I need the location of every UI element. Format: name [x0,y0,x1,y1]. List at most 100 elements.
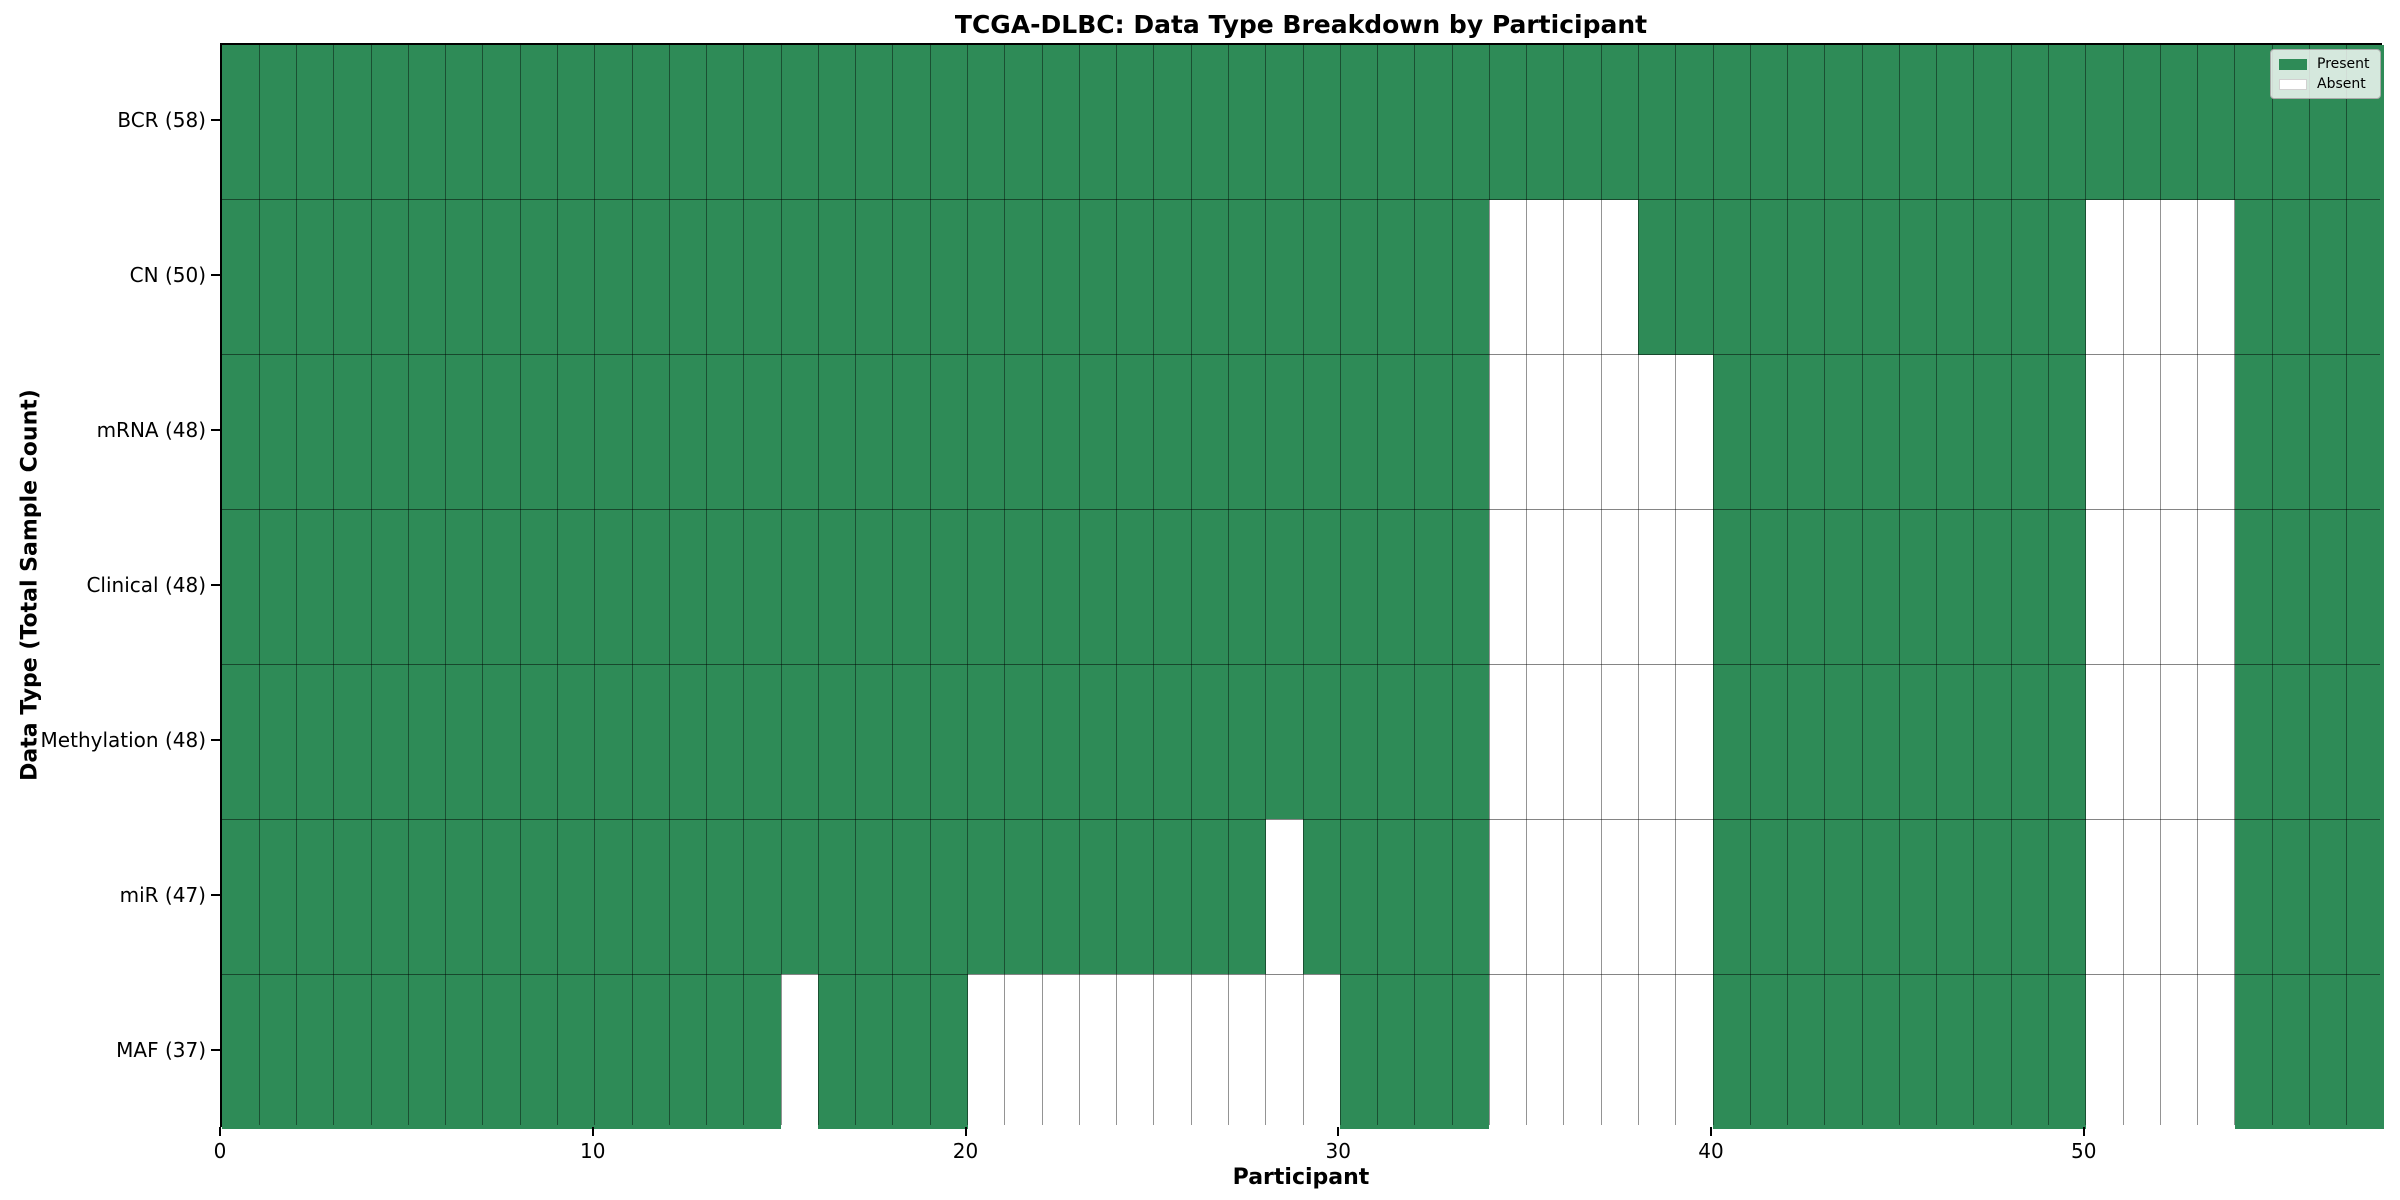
heatmap-cell [296,509,335,665]
heatmap-cell [1303,199,1341,356]
heatmap-cell [445,819,484,975]
heatmap-cell [1713,199,1751,356]
heatmap-cell [1377,664,1416,820]
heatmap-cell [2272,664,2310,820]
cell-border-vertical [445,45,447,1125]
heatmap-cell [1899,199,1938,356]
heatmap-cell [1340,354,1379,511]
heatmap-cell [1377,974,1416,1130]
heatmap-cell [1750,354,1789,511]
heatmap-cell [2272,509,2310,665]
heatmap-cell [222,509,260,665]
heatmap-cell [1265,354,1304,511]
heatmap-cell [2123,819,2161,975]
heatmap-cell [1638,509,1677,665]
heatmap-cell [1340,509,1379,665]
heatmap-cell [2234,819,2273,975]
heatmap-cell [445,199,484,356]
heatmap-cell [1265,819,1304,975]
heatmap-cell [1079,819,1118,975]
heatmap-cell [706,974,745,1130]
cell-border-vertical [1936,45,1938,1125]
heatmap-cell [2085,199,2124,356]
heatmap-cell [1862,664,1900,820]
heatmap-cell [1675,354,1714,511]
heatmap-cell [669,509,708,665]
heatmap-cell [818,509,857,665]
heatmap-cell [2123,974,2161,1130]
heatmap-cell [669,354,708,511]
heatmap-cell [482,199,521,356]
heatmap-cell [445,509,484,665]
cell-border-horizontal [222,509,2380,511]
cell-border-vertical [1265,45,1267,1125]
heatmap-cell [557,819,596,975]
heatmap-cell [520,819,558,975]
heatmap-cell [1787,509,1826,665]
heatmap-cell [1116,974,1155,1130]
cell-border-vertical [1824,45,1826,1125]
heatmap-cell [1153,199,1192,356]
cell-border-vertical [706,45,708,1125]
heatmap-cell [445,45,484,201]
heatmap-cell [371,974,409,1130]
heatmap-cell [1601,45,1639,201]
heatmap-cell [2048,199,2087,356]
heatmap-cell [1489,509,1528,665]
heatmap-cell [2123,354,2161,511]
heatmap-cell [1265,509,1304,665]
cell-border-vertical [817,45,819,1125]
heatmap-cell [2123,199,2161,356]
heatmap-cell [743,354,782,511]
heatmap-cell [259,664,298,820]
heatmap-cell [222,354,260,511]
heatmap-cell [1414,819,1453,975]
heatmap-cell [1414,354,1453,511]
heatmap-cell [1004,664,1043,820]
heatmap-cell [1787,199,1826,356]
heatmap-cell [2160,199,2199,356]
heatmap-cell [1973,199,2012,356]
x-tick-label: 0 [213,1139,227,1163]
cell-border-vertical [631,45,633,1125]
heatmap-cell [1862,45,1900,201]
heatmap-cell [1452,354,1490,511]
heatmap-cell [594,199,633,356]
heatmap-cell [706,354,745,511]
heatmap-cell [1153,664,1192,820]
heatmap-cell [1414,199,1453,356]
heatmap-cell [892,45,931,201]
heatmap-cell [1489,199,1528,356]
y-tick-mark [211,429,220,432]
heatmap-cell [1713,664,1751,820]
heatmap-cell [1601,199,1639,356]
heatmap-cell [259,199,298,356]
heatmap-cell [1452,45,1490,201]
cell-border-vertical [2271,45,2273,1125]
cell-border-vertical [2122,45,2124,1125]
heatmap-cell [371,354,409,511]
heatmap-cell [2197,45,2236,201]
heatmap-cell [557,509,596,665]
cell-border-vertical [892,45,894,1125]
heatmap-cell [2011,45,2049,201]
heatmap-cell [1713,974,1751,1130]
heatmap-cell [632,974,670,1130]
heatmap-cell [2011,664,2049,820]
heatmap-cell [743,199,782,356]
heatmap-cell [296,199,335,356]
heatmap-cell [333,199,372,356]
heatmap-cell [818,974,857,1130]
heatmap-cell [2346,354,2385,511]
x-tick-mark [1710,1127,1713,1136]
heatmap-cell [1004,974,1043,1130]
heatmap-cell [2011,974,2049,1130]
heatmap-cell [2160,45,2199,201]
heatmap-cell [520,664,558,820]
heatmap-cell [482,664,521,820]
heatmap-cell [1042,45,1080,201]
heatmap-cell [669,199,708,356]
cell-border-vertical [2010,45,2012,1125]
heatmap-cells [222,45,2385,1130]
y-tick-mark [211,274,220,277]
